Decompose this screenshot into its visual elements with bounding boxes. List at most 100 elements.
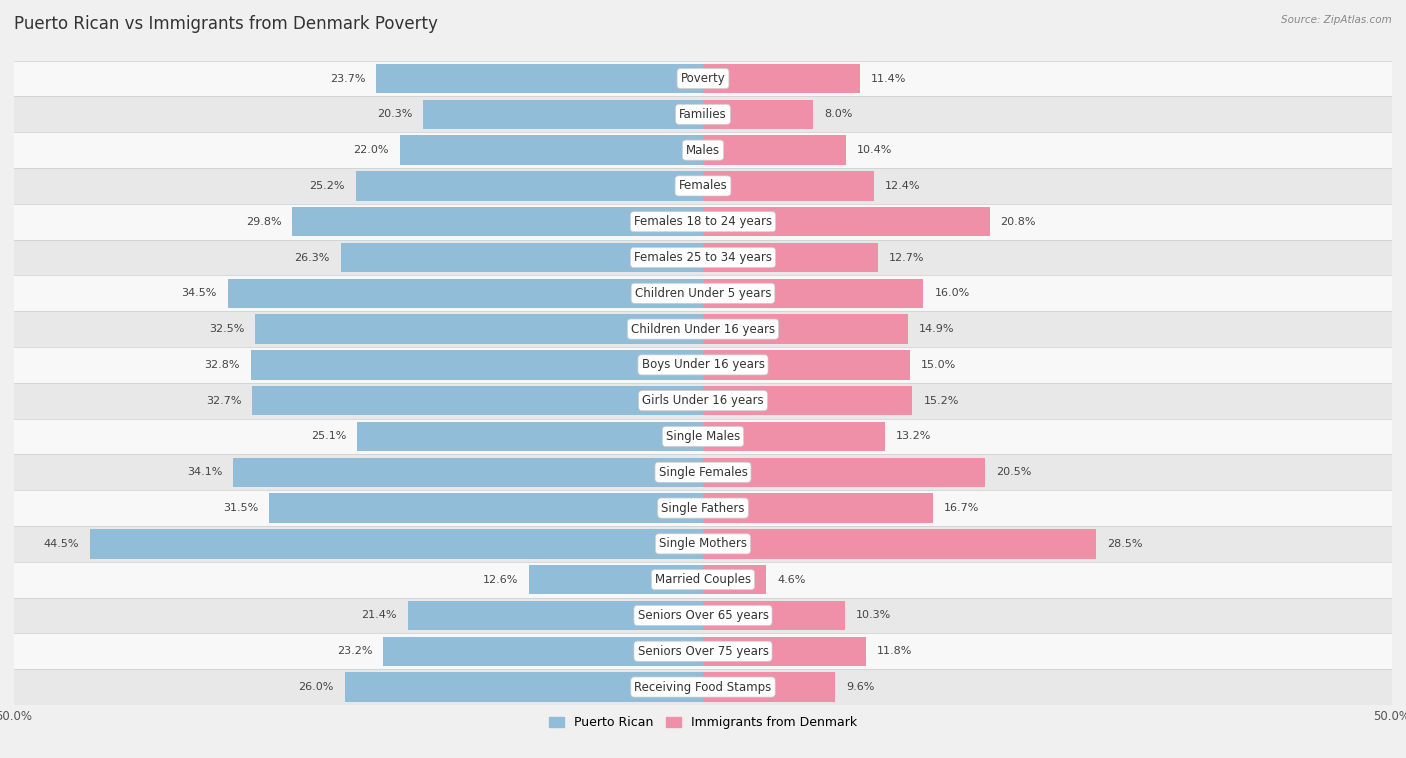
Bar: [703, 350, 910, 380]
Bar: [14, 61, 1392, 96]
Text: 32.8%: 32.8%: [204, 360, 240, 370]
Text: 31.5%: 31.5%: [222, 503, 257, 513]
Bar: [292, 207, 703, 236]
Text: Single Males: Single Males: [666, 430, 740, 443]
Bar: [408, 601, 703, 630]
Bar: [703, 601, 845, 630]
Bar: [254, 315, 703, 344]
Bar: [14, 168, 1392, 204]
Text: 14.9%: 14.9%: [920, 324, 955, 334]
Text: 20.5%: 20.5%: [997, 467, 1032, 478]
Bar: [703, 493, 934, 523]
Text: 26.0%: 26.0%: [298, 682, 333, 692]
Text: 12.4%: 12.4%: [884, 181, 921, 191]
Text: Seniors Over 65 years: Seniors Over 65 years: [637, 609, 769, 622]
Text: Girls Under 16 years: Girls Under 16 years: [643, 394, 763, 407]
Text: 28.5%: 28.5%: [1107, 539, 1142, 549]
Text: Males: Males: [686, 143, 720, 157]
Text: 20.8%: 20.8%: [1001, 217, 1036, 227]
Text: Married Couples: Married Couples: [655, 573, 751, 586]
Bar: [384, 637, 703, 666]
Text: 29.8%: 29.8%: [246, 217, 281, 227]
Bar: [14, 132, 1392, 168]
Text: 20.3%: 20.3%: [377, 109, 412, 119]
Bar: [703, 207, 990, 236]
Bar: [14, 454, 1392, 490]
Text: 25.1%: 25.1%: [311, 431, 346, 441]
Text: Children Under 5 years: Children Under 5 years: [634, 287, 772, 300]
Bar: [14, 526, 1392, 562]
Bar: [703, 279, 924, 308]
Text: Single Mothers: Single Mothers: [659, 537, 747, 550]
Bar: [703, 637, 866, 666]
Bar: [703, 315, 908, 344]
Text: 34.5%: 34.5%: [181, 288, 217, 299]
Bar: [703, 529, 1095, 559]
Text: 22.0%: 22.0%: [353, 145, 389, 155]
Text: 16.0%: 16.0%: [935, 288, 970, 299]
Bar: [423, 99, 703, 129]
Bar: [90, 529, 703, 559]
Text: 44.5%: 44.5%: [44, 539, 79, 549]
Bar: [269, 493, 703, 523]
Text: 26.3%: 26.3%: [294, 252, 329, 262]
Bar: [703, 136, 846, 164]
Text: Boys Under 16 years: Boys Under 16 years: [641, 359, 765, 371]
Bar: [253, 386, 703, 415]
Bar: [14, 490, 1392, 526]
Bar: [14, 312, 1392, 347]
Text: Receiving Food Stamps: Receiving Food Stamps: [634, 681, 772, 694]
Bar: [14, 669, 1392, 705]
Text: 13.2%: 13.2%: [896, 431, 931, 441]
Text: Puerto Rican vs Immigrants from Denmark Poverty: Puerto Rican vs Immigrants from Denmark …: [14, 15, 437, 33]
Text: 21.4%: 21.4%: [361, 610, 396, 621]
Bar: [703, 243, 877, 272]
Text: 8.0%: 8.0%: [824, 109, 852, 119]
Text: 10.3%: 10.3%: [856, 610, 891, 621]
Bar: [703, 565, 766, 594]
Text: Females: Females: [679, 180, 727, 193]
Bar: [703, 99, 813, 129]
Bar: [703, 386, 912, 415]
Text: 11.8%: 11.8%: [876, 647, 912, 656]
Bar: [703, 421, 884, 451]
Bar: [340, 243, 703, 272]
Text: Children Under 16 years: Children Under 16 years: [631, 323, 775, 336]
Bar: [399, 136, 703, 164]
Text: Source: ZipAtlas.com: Source: ZipAtlas.com: [1281, 15, 1392, 25]
Text: 34.1%: 34.1%: [187, 467, 222, 478]
Text: Single Fathers: Single Fathers: [661, 502, 745, 515]
Text: 32.7%: 32.7%: [205, 396, 242, 406]
Text: 16.7%: 16.7%: [945, 503, 980, 513]
Bar: [356, 171, 703, 201]
Bar: [14, 418, 1392, 454]
Bar: [357, 421, 703, 451]
Bar: [14, 275, 1392, 312]
Bar: [252, 350, 703, 380]
Text: 25.2%: 25.2%: [309, 181, 344, 191]
Text: 11.4%: 11.4%: [872, 74, 907, 83]
Legend: Puerto Rican, Immigrants from Denmark: Puerto Rican, Immigrants from Denmark: [544, 711, 862, 735]
Bar: [14, 240, 1392, 275]
Bar: [14, 96, 1392, 132]
Text: Families: Families: [679, 108, 727, 121]
Text: 23.7%: 23.7%: [330, 74, 366, 83]
Text: Seniors Over 75 years: Seniors Over 75 years: [637, 645, 769, 658]
Bar: [14, 204, 1392, 240]
Bar: [703, 672, 835, 702]
Bar: [14, 597, 1392, 634]
Text: Females 18 to 24 years: Females 18 to 24 years: [634, 215, 772, 228]
Text: Females 25 to 34 years: Females 25 to 34 years: [634, 251, 772, 264]
Bar: [703, 64, 860, 93]
Text: 32.5%: 32.5%: [208, 324, 245, 334]
Bar: [377, 64, 703, 93]
Text: 15.0%: 15.0%: [921, 360, 956, 370]
Bar: [14, 347, 1392, 383]
Text: 12.7%: 12.7%: [889, 252, 925, 262]
Bar: [703, 458, 986, 487]
Text: 9.6%: 9.6%: [846, 682, 875, 692]
Bar: [344, 672, 703, 702]
Text: 4.6%: 4.6%: [778, 575, 806, 584]
Bar: [14, 562, 1392, 597]
Bar: [703, 171, 875, 201]
